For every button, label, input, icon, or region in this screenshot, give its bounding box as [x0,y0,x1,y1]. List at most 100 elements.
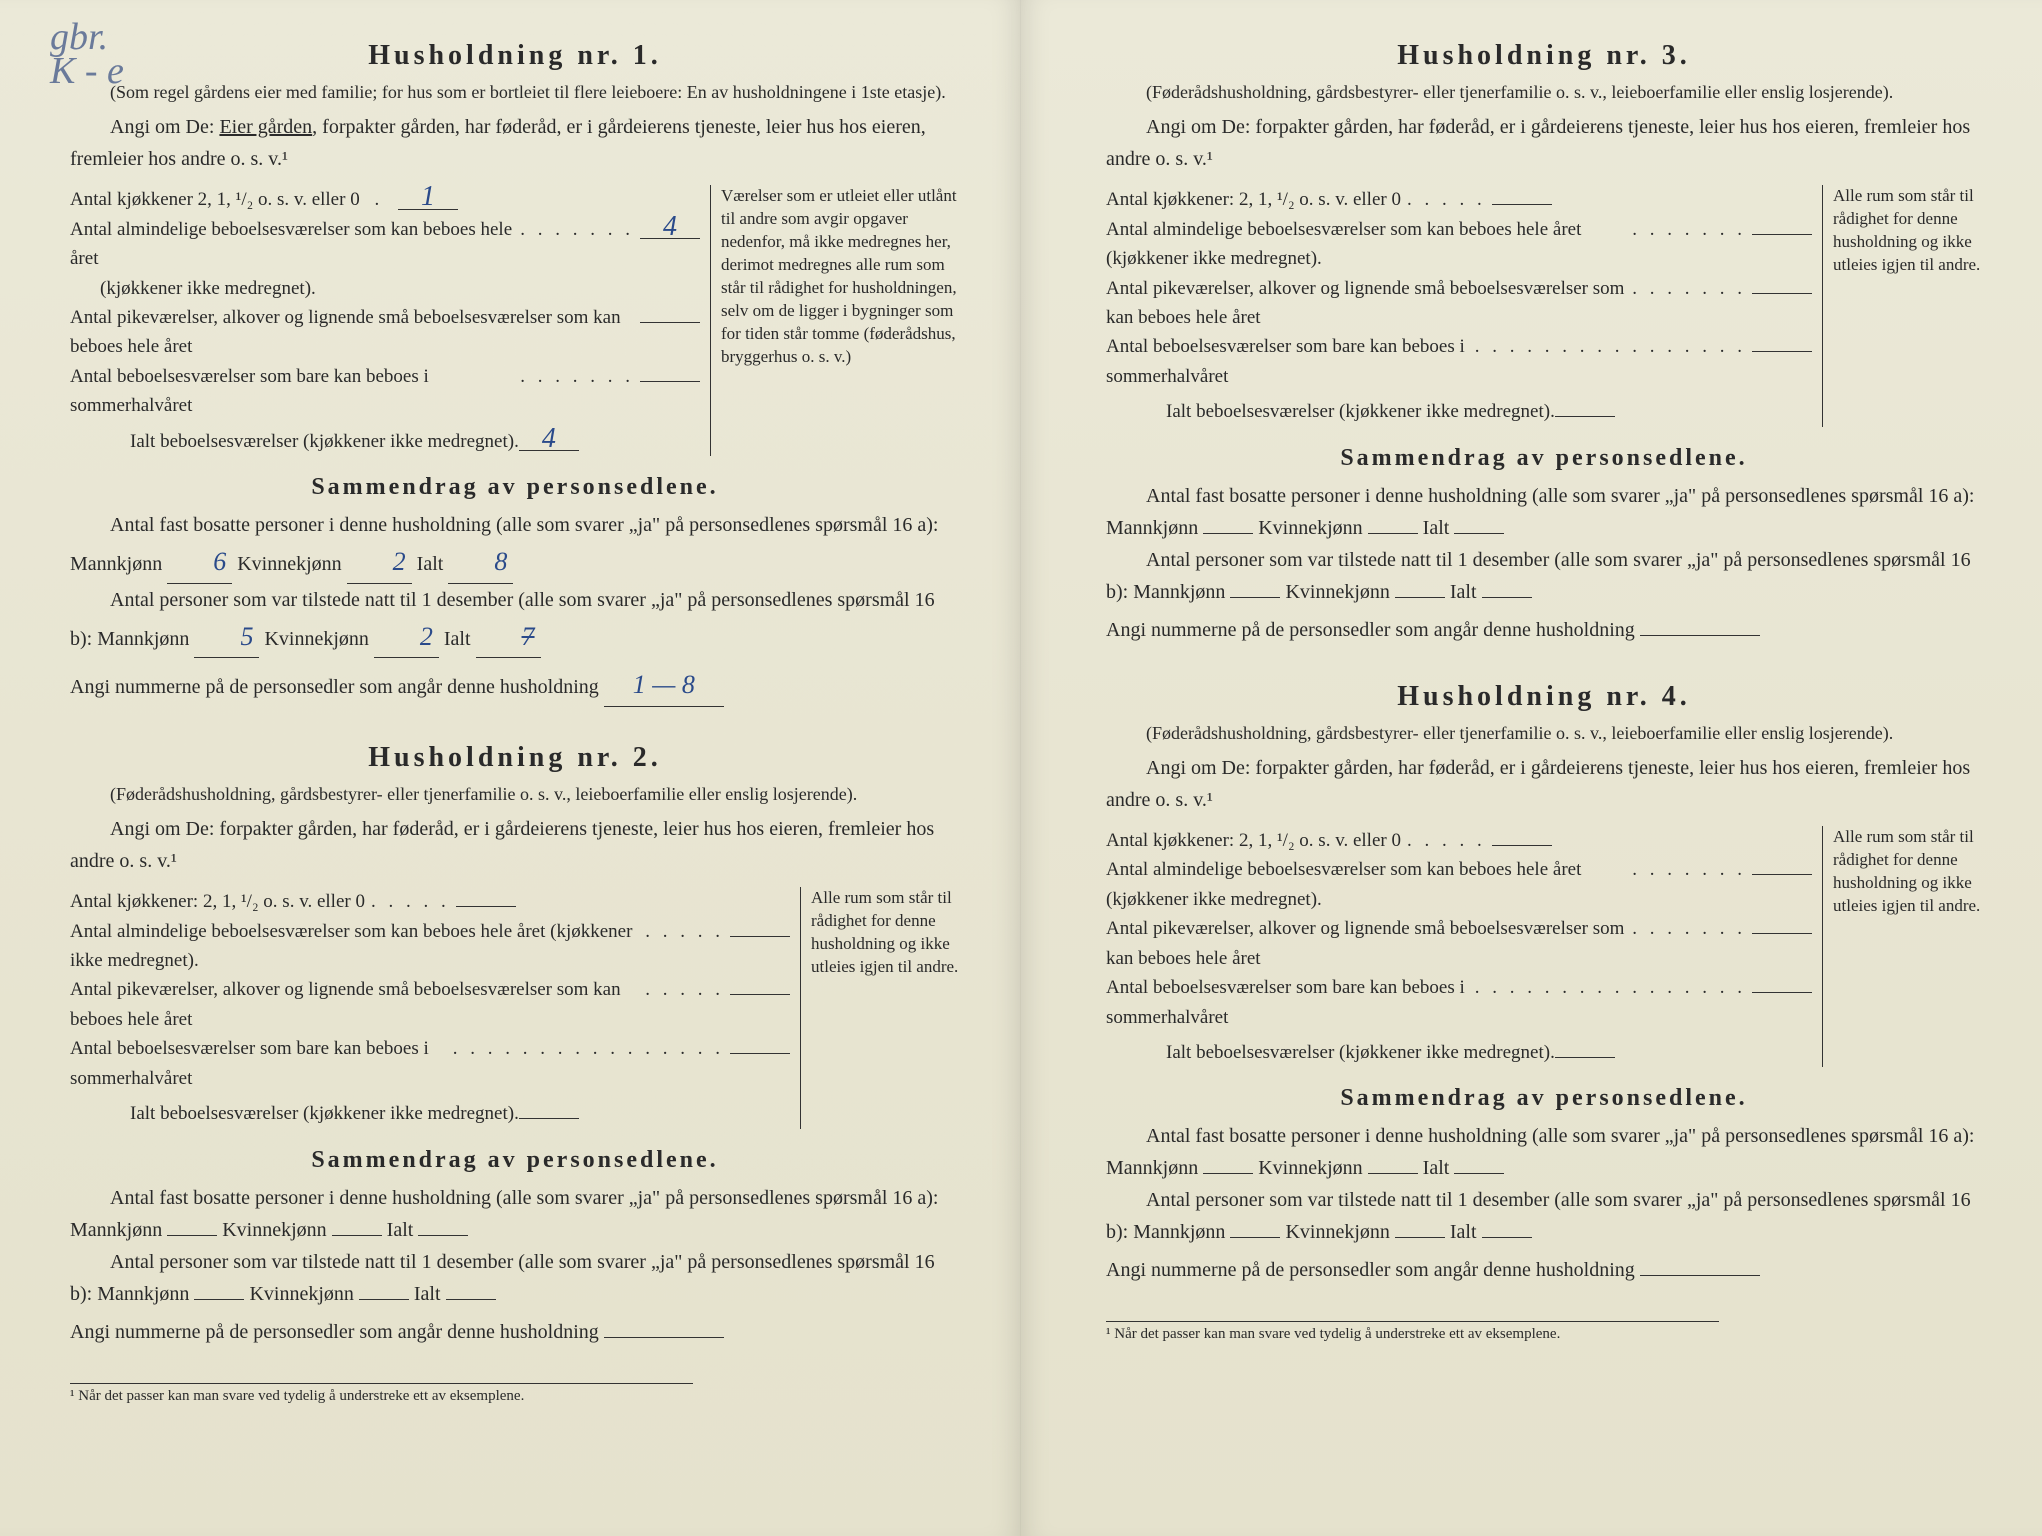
pike-line: Antal pikeværelser, alkover og lignende … [1106,914,1812,973]
tilstede-k-label: Kvinnekjønn [1285,1221,1389,1243]
ordinary-label: Antal almindelige beboelsesværelser som … [1106,855,1626,914]
fast-k [1368,533,1418,534]
tilstede-label: Antal personer som var tilstede natt til… [70,1251,935,1305]
rooms-side-note-1: Værelser som er utleiet eller utlånt til… [710,185,960,456]
pike-line: Antal pikeværelser, alkover og lignende … [70,303,700,362]
pike-value [730,994,790,995]
fast-k [332,1235,382,1236]
pike-line: Antal pikeværelser, alkover og lignende … [1106,274,1812,333]
tilstede-para-2: Antal personer som var tilstede natt til… [70,1246,960,1310]
total-value [1555,1057,1615,1058]
summer-line: Antal beboelsesværelser som bare kan beb… [70,1034,790,1093]
angi-pre: Angi om De: [110,116,219,138]
summer-label: Antal beboelsesværelser som bare kan beb… [1106,332,1469,391]
rooms-side-note-4: Alle rum som står til rådighet for denne… [1822,826,1982,1068]
household-2-angi: Angi om De: forpakter gården, har føderå… [70,813,960,877]
tilstede-k: 2 [374,616,439,659]
fast-ialt-label: Ialt [387,1219,414,1241]
ordinary-line: Antal almindelige beboelsesværelser som … [70,215,700,274]
summary-title-4: Sammendrag av personsedlene. [1106,1085,1982,1112]
tilstede-m: 5 [194,616,259,659]
nummer-line-1: Angi nummerne på de personsedler som ang… [70,664,960,707]
household-3: Husholdning nr. 3. (Føderådshusholdning,… [1106,40,1982,646]
dots: . . . . . [639,917,730,946]
total-line: Ialt beboelsesværelser (kjøkkener ikke m… [1106,1038,1812,1067]
rooms-main-3: Antal kjøkkener: 2, 1, ¹/₂ o. s. v. elle… [1106,185,1812,427]
handwriting-annotation: gbr.K - e [50,20,124,88]
tilstede-ialt-label: Ialt [414,1283,441,1305]
fast-label: Antal fast bosatte personer i denne hush… [1106,1125,1975,1179]
dots: . . . . . . . . . . . . . . . . [1469,332,1752,361]
summer-label: Antal beboelsesværelser som bare kan beb… [70,1034,447,1093]
fast-m [167,1235,217,1236]
kitchen-label: Antal kjøkkener: 2, 1, ¹/₂ o. s. v. elle… [1106,826,1401,855]
household-4-sub: (Føderådshusholdning, gårdsbestyrer- ell… [1106,721,1982,746]
ordinary-value [1752,234,1812,235]
right-page: Husholdning nr. 3. (Føderådshusholdning,… [1021,0,2042,1536]
total-line: Ialt beboelsesværelser (kjøkkener ikke m… [70,1099,790,1128]
total-line: Ialt beboelsesværelser (kjøkkener ikke m… [70,427,700,456]
kitchen-value [1492,204,1552,205]
total-label: Ialt beboelsesværelser (kjøkkener ikke m… [1166,397,1555,426]
summer-value [1752,992,1812,993]
ordinary-label: Antal almindelige beboelsesværelser som … [1106,215,1626,274]
nummer-value [1640,1275,1760,1276]
rooms-main-1: Antal kjøkkener 2, 1, ¹/₂ o. s. v. eller… [70,185,700,456]
summer-value [1752,351,1812,352]
footnote-left: ¹ Når det passer kan man svare ved tydel… [70,1383,693,1405]
side-note-text: Værelser som er utleiet eller utlånt til… [721,186,957,366]
dots: . . . . . . . [1626,274,1752,303]
summer-value [730,1053,790,1054]
ordinary-line: Antal almindelige beboelsesværelser som … [1106,215,1812,274]
tilstede-ialt-label: Ialt [444,628,471,650]
tilstede-para-4: Antal personer som var tilstede natt til… [1106,1184,1982,1248]
kitchen-line: Antal kjøkkener: 2, 1, ¹/₂ o. s. v. elle… [1106,826,1812,855]
side-note-text: Alle rum som står til rådighet for denne… [1833,186,1980,274]
kitchen-value: 1 [398,186,458,209]
kitchen-value [1492,845,1552,846]
summary-title-3: Sammendrag av personsedlene. [1106,445,1982,472]
fast-k: 2 [347,541,412,584]
kitchen-label: Antal kjøkkener: 2, 1, ¹/₂ o. s. v. elle… [70,887,365,916]
nummer-line-3: Angi nummerne på de personsedler som ang… [1106,614,1982,646]
household-1-angi: Angi om De: Eier gården, forpakter gårde… [70,111,960,175]
tilstede-ialt-label: Ialt [1450,1221,1477,1243]
dots: . . . . . . . . . . . . . . . . [1469,973,1752,1002]
pike-line: Antal pikeværelser, alkover og lignende … [70,975,790,1034]
ordinary-value [1752,874,1812,875]
total-line: Ialt beboelsesværelser (kjøkkener ikke m… [1106,397,1812,426]
summer-line: Antal beboelsesværelser som bare kan beb… [1106,973,1812,1032]
dots: . . . . . . . [514,215,640,244]
left-page: gbr.K - e Husholdning nr. 1. (Som regel … [0,0,1021,1536]
nummer-value: 1 — 8 [604,664,724,707]
dots: . . . . . [1401,185,1492,214]
dots: . . . . . . . . . . . . . . . . [447,1034,730,1063]
fast-ialt-label: Ialt [1423,517,1450,539]
dots: . . . . . [365,887,456,916]
household-1-sub: (Som regel gårdens eier med familie; for… [70,80,960,105]
fast-para-3: Antal fast bosatte personer i denne hush… [1106,480,1982,544]
rooms-side-note-2: Alle rum som står til rådighet for denne… [800,887,960,1129]
ordinary-line: Antal almindelige beboelsesværelser som … [70,917,790,976]
nummer-label: Angi nummerne på de personsedler som ang… [1106,619,1635,641]
pike-label: Antal pikeværelser, alkover og lignende … [1106,274,1626,333]
tilstede-ialt [446,1299,496,1300]
kitchen-label: Antal kjøkkener 2, 1, ¹/₂ o. s. v. eller… [70,185,360,214]
kitchen-line: Antal kjøkkener: 2, 1, ¹/₂ o. s. v. elle… [70,887,790,916]
dots: . . . . . . . [1626,855,1752,884]
summary-title-1: Sammendrag av personsedlene. [70,474,960,501]
pike-label: Antal pikeværelser, alkover og lignende … [70,303,640,362]
tilstede-k [359,1299,409,1300]
tilstede-m [1230,597,1280,598]
rooms-block-3: Antal kjøkkener: 2, 1, ¹/₂ o. s. v. elle… [1106,185,1982,427]
side-note-text: Alle rum som står til rådighet for denne… [1833,827,1980,915]
fast-para-4: Antal fast bosatte personer i denne hush… [1106,1120,1982,1184]
nummer-line-2: Angi nummerne på de personsedler som ang… [70,1316,960,1348]
fast-m [1203,533,1253,534]
fast-ialt-label: Ialt [1423,1157,1450,1179]
angi-underlined: Eier gården [219,116,312,138]
fast-m [1203,1173,1253,1174]
summer-line: Antal beboelsesværelser som bare kan beb… [70,362,700,421]
total-label: Ialt beboelsesværelser (kjøkkener ikke m… [130,1099,519,1128]
dots: . . . . . . . [514,362,640,391]
